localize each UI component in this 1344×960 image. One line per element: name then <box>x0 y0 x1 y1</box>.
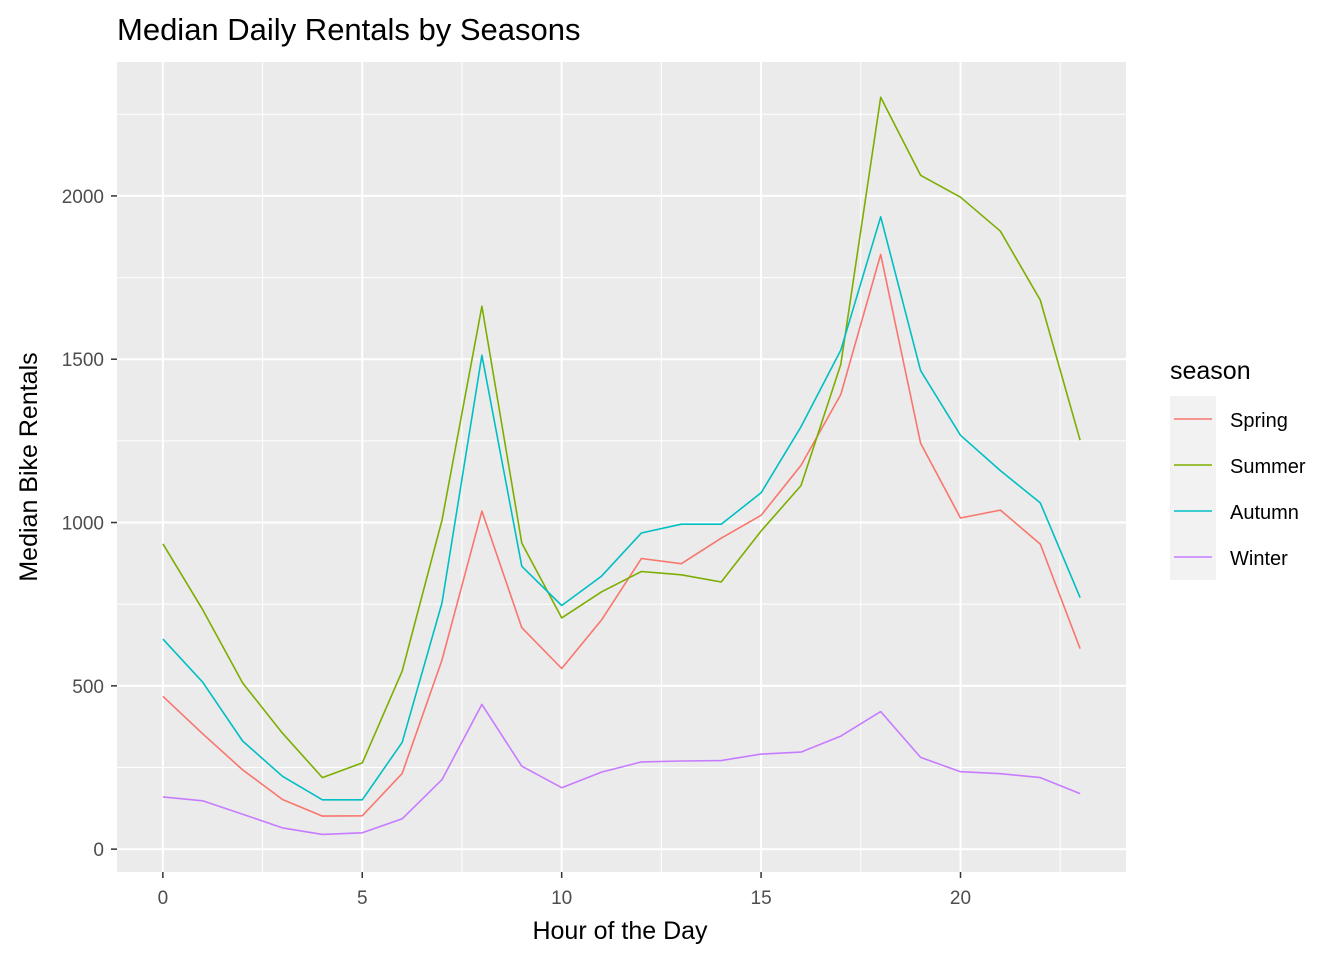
series-lines <box>162 96 1081 836</box>
y-tick-label: 500 <box>72 677 104 698</box>
x-tick-label: 20 <box>950 888 971 909</box>
x-tick-label: 15 <box>751 888 772 909</box>
legend: season Spring Summer Autumn Winter <box>1170 357 1306 580</box>
legend-label-autumn: Autumn <box>1230 502 1299 524</box>
x-tick-label: 0 <box>158 888 169 909</box>
y-tick-label: 1500 <box>62 350 104 371</box>
x-tick-label: 10 <box>551 888 572 909</box>
plot-panel <box>117 62 1126 872</box>
y-tick-label: 2000 <box>62 187 104 208</box>
y-axis-title: Median Bike Rentals <box>15 352 43 581</box>
x-axis: 0 5 10 15 20 <box>158 872 971 909</box>
x-tick-label: 5 <box>357 888 368 909</box>
legend-key-background <box>1170 396 1216 580</box>
legend-label-summer: Summer <box>1230 456 1306 478</box>
chart-title: Median Daily Rentals by Seasons <box>117 12 581 47</box>
legend-title: season <box>1170 357 1251 385</box>
series-line-autumn <box>162 216 1081 801</box>
series-line-winter <box>162 703 1081 836</box>
series-line-spring <box>162 253 1081 817</box>
legend-label-spring: Spring <box>1230 410 1288 432</box>
series-line-summer <box>162 96 1081 779</box>
y-tick-label: 1000 <box>62 514 104 535</box>
grid-major <box>117 62 1126 872</box>
legend-label-winter: Winter <box>1230 548 1288 570</box>
y-axis: 0 500 1000 1500 2000 <box>62 187 117 861</box>
y-tick-label: 0 <box>93 840 104 861</box>
x-axis-title: Hour of the Day <box>532 917 708 945</box>
